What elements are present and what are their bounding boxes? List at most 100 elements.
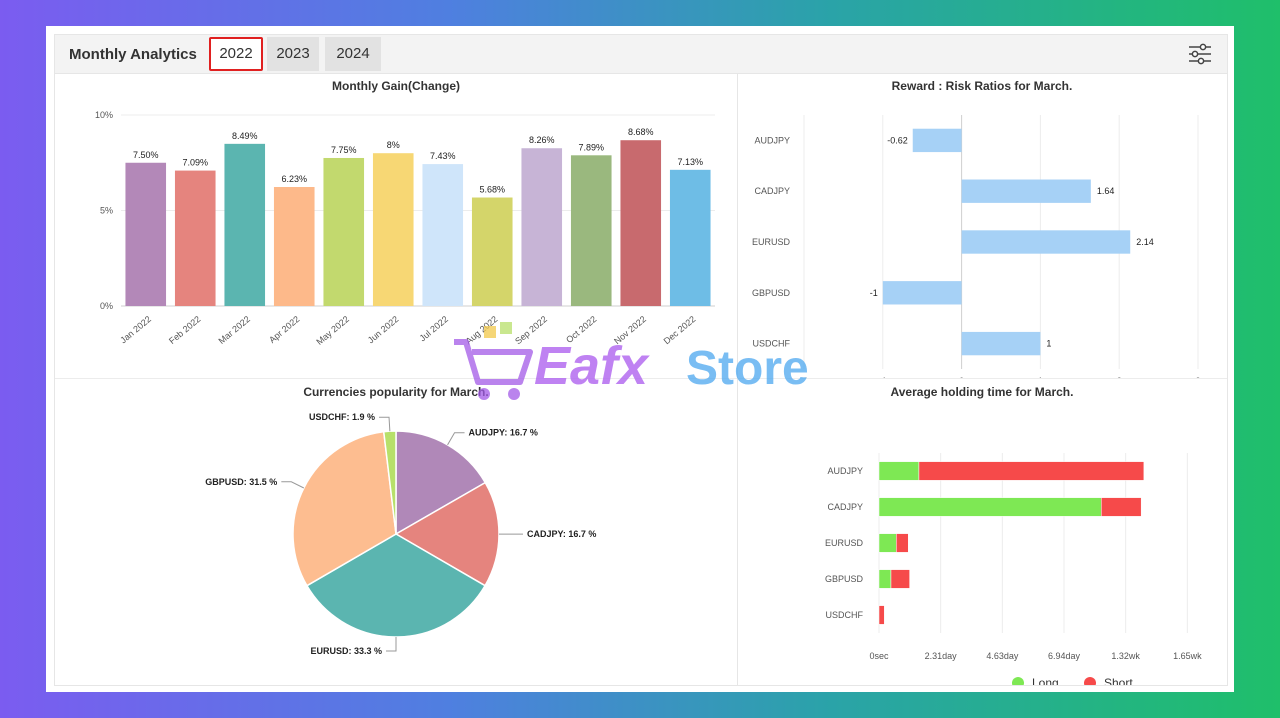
x-tick-label: 1.65wk — [1173, 651, 1202, 661]
x-tick-label: Mar 2022 — [216, 314, 252, 346]
x-tick-label: Oct 2022 — [564, 314, 598, 345]
x-tick-label: 6.94day — [1048, 651, 1081, 661]
x-tick-label: Jul 2022 — [418, 314, 450, 344]
legend-marker — [1012, 677, 1024, 685]
bar — [273, 187, 315, 306]
bar — [372, 153, 414, 306]
bar-value-label: 8.49% — [232, 131, 258, 141]
bar-segment — [878, 605, 885, 625]
pie-slice — [394, 481, 500, 587]
x-tick-label: 4.63day — [986, 651, 1019, 661]
pie-slice-label: CADJPY: 16.7 % — [527, 529, 596, 539]
tab-2023[interactable]: 2023 — [267, 37, 319, 71]
bar — [912, 128, 962, 153]
y-tick-label: GBPUSD — [752, 288, 791, 298]
bar — [521, 148, 563, 306]
bar-value-label: 5.68% — [479, 185, 505, 195]
x-tick-label: Aug 2022 — [464, 314, 500, 346]
bar-value-label: 8.26% — [529, 135, 555, 145]
bar-value-label: 1.64 — [1097, 186, 1115, 196]
bar-value-label: -0.62 — [887, 135, 908, 145]
legend-marker — [1084, 677, 1096, 685]
pie-leader-line — [281, 481, 305, 489]
analytics-card: Monthly Analytics 2022 2023 2024 Monthly… — [54, 34, 1228, 686]
legend-label: Long — [1032, 676, 1059, 685]
x-tick-label: Nov 2022 — [612, 314, 648, 346]
bar-value-label: 7.43% — [430, 151, 456, 161]
pie-slice-label: USDCHF: 1.9 % — [309, 412, 375, 422]
vertical-divider — [737, 73, 738, 685]
pie-slice-label: GBPUSD: 31.5 % — [205, 477, 277, 487]
pie-slice-label: EURUSD: 33.3 % — [310, 646, 382, 656]
chart-title: Average holding time for March. — [891, 385, 1074, 399]
page-title: Monthly Analytics — [69, 46, 197, 63]
x-tick-label: Jan 2022 — [118, 314, 153, 345]
sliders-icon[interactable] — [1187, 43, 1213, 65]
x-tick-label: 2 — [1117, 376, 1122, 378]
x-tick-label: 0sec — [869, 651, 889, 661]
x-tick-label: Apr 2022 — [267, 314, 301, 345]
chart-title: Monthly Gain(Change) — [332, 79, 460, 93]
pie-leader-line — [379, 416, 391, 432]
pie-slice-label: AUDJPY: 16.7 % — [469, 428, 538, 438]
bar — [323, 157, 365, 306]
y-tick-label: 5% — [100, 206, 113, 216]
x-tick-label: -1 — [879, 376, 887, 378]
x-tick-label: -2 — [800, 376, 808, 378]
reward-risk-chart: Reward : Risk Ratios for March. -2 -1 0 1 2 3… — [752, 79, 1201, 378]
bar — [125, 162, 167, 306]
bar-value-label: 7.50% — [133, 150, 159, 160]
x-tick-label: 1.32wk — [1111, 651, 1140, 661]
x-tick-label: 0 — [959, 376, 964, 378]
bar-value-label: 7.89% — [578, 142, 604, 152]
pie-leader-line — [386, 637, 397, 652]
y-tick-label: AUDJPY — [754, 135, 790, 145]
x-tick-label: 3 — [1195, 376, 1200, 378]
y-tick-label: CADJPY — [754, 186, 790, 196]
pie-slice — [395, 430, 487, 536]
tab-2024[interactable]: 2024 — [325, 37, 381, 71]
pie-leader-line — [447, 432, 465, 446]
bar — [471, 197, 513, 306]
y-tick-label: 0% — [100, 301, 113, 311]
tab-2022[interactable]: 2022 — [209, 37, 263, 71]
bar-segment — [878, 569, 892, 589]
bar — [224, 143, 266, 306]
y-tick-label: 10% — [95, 110, 113, 120]
bar — [570, 155, 612, 306]
bar-segment — [918, 461, 1145, 481]
x-tick-label: Sep 2022 — [513, 314, 549, 346]
legend-label: Short — [1104, 676, 1133, 685]
bar — [961, 230, 1131, 254]
x-tick-label: Jun 2022 — [366, 314, 401, 345]
monthly-gain-chart: Monthly Gain(Change) 0% 5% 10% 7.50% Jan 202… — [95, 79, 715, 347]
holding-time-chart: Average holding time for March. 0sec 2.31… — [825, 385, 1202, 685]
bar — [174, 170, 216, 306]
bar-value-label: 8.68% — [628, 127, 654, 137]
x-tick-label: May 2022 — [314, 314, 351, 347]
y-tick-label: USDCHF — [826, 610, 864, 620]
chart-title: Currencies popularity for March. — [303, 385, 488, 399]
bar-value-label: 1 — [1046, 339, 1051, 349]
bar-value-label: 7.75% — [331, 145, 357, 155]
bar — [669, 169, 711, 306]
bar-value-label: 2.14 — [1136, 237, 1154, 247]
bar-value-label: 6.23% — [281, 174, 307, 184]
horizontal-divider — [55, 378, 1227, 379]
y-tick-label: CADJPY — [827, 502, 863, 512]
y-tick-label: AUDJPY — [827, 466, 863, 476]
bar-segment — [1101, 497, 1142, 517]
analytics-panel: Monthly Analytics 2022 2023 2024 Monthly… — [46, 26, 1234, 692]
bar — [961, 179, 1091, 203]
bar-segment — [878, 497, 1102, 517]
bar-segment — [878, 533, 897, 553]
bar-value-label: 7.09% — [182, 158, 208, 168]
y-tick-label: EURUSD — [825, 538, 864, 548]
pie-slice — [292, 430, 397, 587]
x-tick-label: 2.31day — [925, 651, 958, 661]
bar-segment — [890, 569, 910, 589]
bar — [620, 140, 662, 306]
x-tick-label: Dec 2022 — [662, 314, 698, 346]
y-tick-label: EURUSD — [752, 237, 791, 247]
chart-title: Reward : Risk Ratios for March. — [892, 79, 1073, 93]
